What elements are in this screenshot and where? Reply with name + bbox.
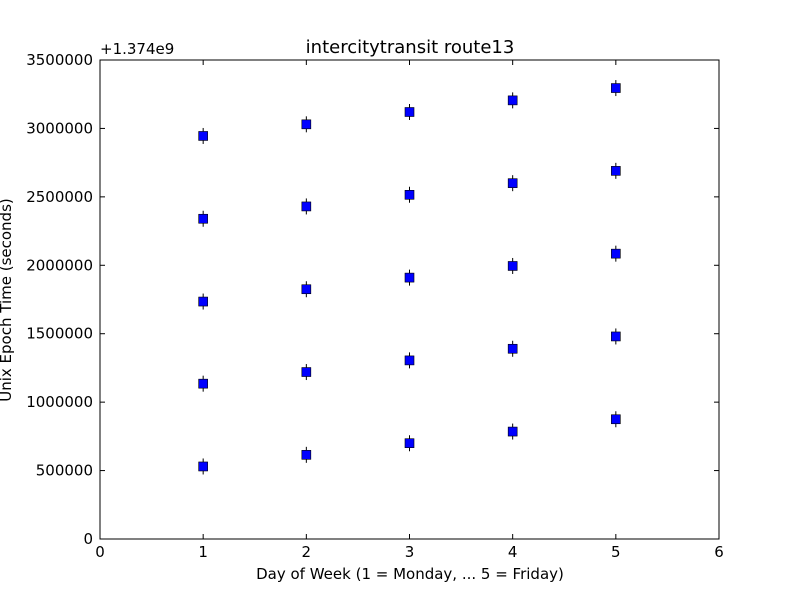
y-tick-label: 2000000 — [26, 256, 93, 274]
y-tick-label: 0 — [83, 530, 93, 548]
data-point — [198, 458, 208, 475]
data-points — [198, 80, 621, 475]
x-tick-label: 2 — [302, 543, 312, 561]
square-marker — [198, 131, 208, 141]
data-point — [507, 340, 518, 357]
data-point — [507, 423, 518, 440]
data-point — [404, 352, 415, 369]
square-marker — [611, 166, 621, 176]
data-point — [507, 175, 518, 192]
data-point — [198, 127, 208, 144]
x-axis-label: Day of Week (1 = Monday, ... 5 = Friday) — [256, 565, 564, 583]
chart-title: intercitytransit route13 — [306, 37, 515, 58]
data-point — [404, 435, 415, 452]
data-point — [404, 269, 415, 286]
y-tick-label: 500000 — [36, 462, 93, 480]
square-marker — [301, 119, 312, 130]
square-marker — [507, 261, 518, 271]
square-marker — [507, 178, 518, 188]
y-tick-label: 3000000 — [26, 119, 93, 137]
x-tick-label: 5 — [611, 543, 621, 561]
square-marker — [301, 284, 312, 295]
square-marker — [507, 343, 518, 354]
y-tick-label: 1000000 — [26, 393, 93, 411]
square-marker — [507, 426, 518, 437]
x-tick-label: 4 — [508, 543, 518, 561]
square-marker — [404, 190, 415, 200]
y-tick-label: 2500000 — [26, 188, 93, 206]
data-point — [301, 446, 312, 463]
data-point — [611, 328, 621, 345]
data-point — [611, 80, 621, 97]
data-point — [507, 92, 518, 109]
square-marker — [507, 95, 518, 106]
data-point — [404, 104, 415, 121]
square-marker — [301, 367, 312, 377]
y-axis-label: Unix Epoch Time (seconds) — [0, 198, 15, 402]
data-point — [301, 364, 312, 381]
data-point — [404, 186, 415, 203]
square-marker — [301, 201, 312, 212]
data-point — [301, 281, 312, 298]
y-tick-label: 3500000 — [26, 51, 93, 69]
data-point — [507, 257, 518, 274]
axis-ticks: 0 1 2 3 4 5 6 0 500000 1000000 1500000 2000000 25000… — [26, 51, 724, 561]
data-point — [611, 245, 621, 262]
square-marker — [611, 248, 621, 259]
plot-frame — [99, 59, 720, 540]
data-point — [301, 116, 312, 133]
square-marker — [611, 414, 621, 425]
square-marker — [404, 438, 415, 449]
square-marker — [198, 296, 208, 307]
square-marker — [198, 461, 208, 472]
data-point — [301, 198, 312, 215]
x-tick-label: 6 — [714, 543, 724, 561]
data-point — [198, 375, 208, 392]
data-point — [198, 210, 208, 227]
data-point — [611, 411, 621, 428]
x-tick-label: 0 — [95, 543, 105, 561]
square-marker — [611, 331, 621, 342]
square-marker — [198, 213, 208, 224]
square-marker — [301, 450, 312, 460]
data-point — [198, 293, 208, 310]
square-marker — [198, 378, 208, 389]
y-tick-label: 1500000 — [26, 325, 93, 343]
y-offset-label: +1.374e9 — [100, 40, 174, 58]
data-point — [611, 162, 621, 179]
square-marker — [611, 83, 621, 93]
square-marker — [404, 107, 415, 117]
x-tick-label: 3 — [405, 543, 415, 561]
square-marker — [404, 272, 415, 283]
square-marker — [404, 355, 415, 366]
x-tick-label: 1 — [198, 543, 208, 561]
